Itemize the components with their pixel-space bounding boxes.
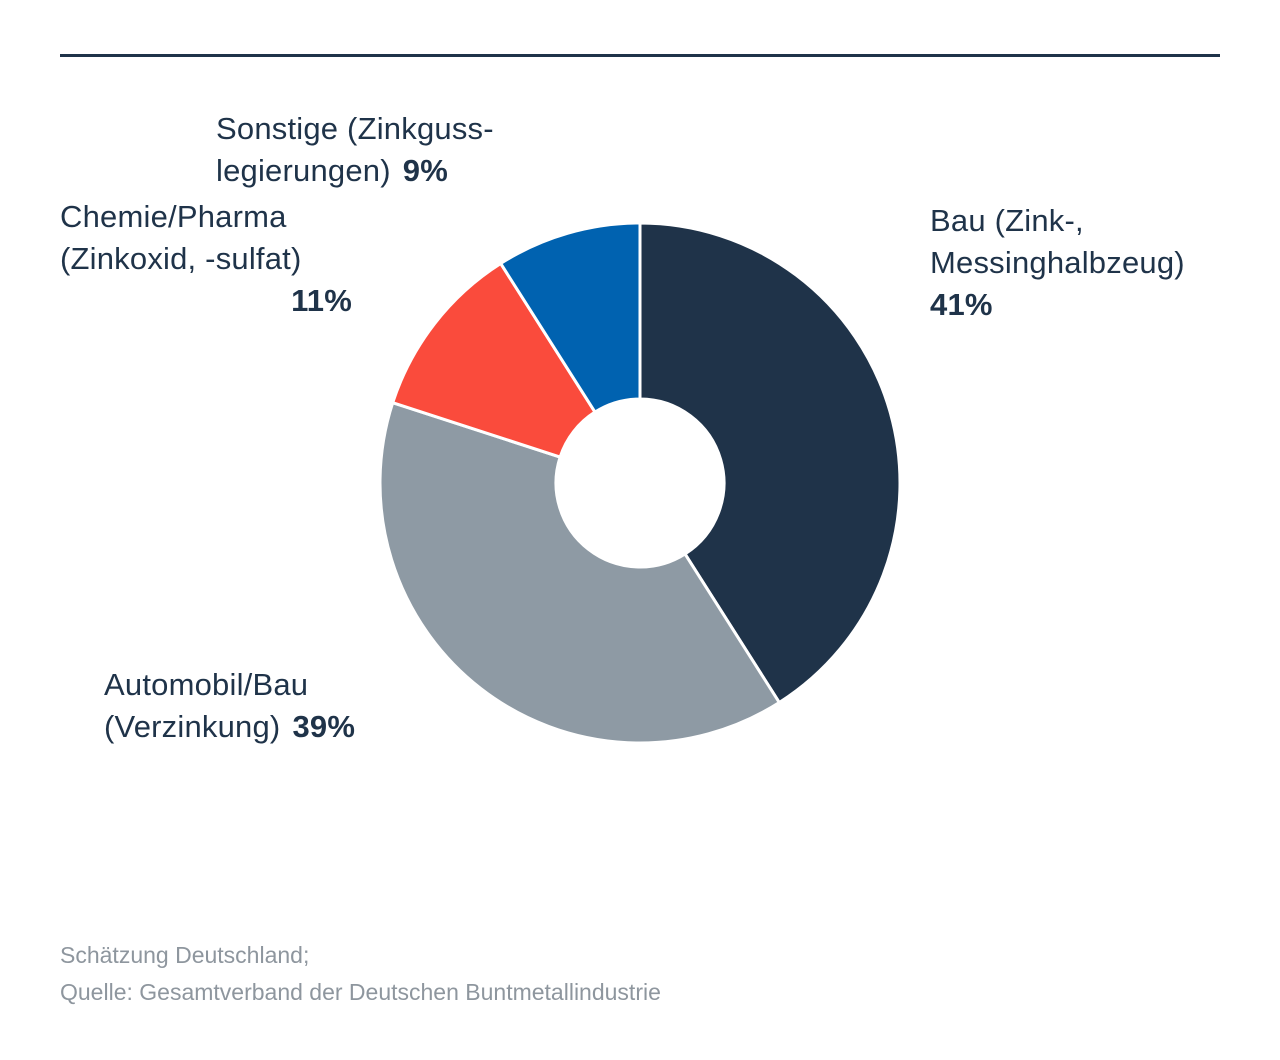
label-chemie-value: 11% [291, 283, 352, 318]
label-automobil: Automobil/Bau (Verzinkung) 39% [104, 664, 355, 748]
slice-sonstige [499, 221, 642, 414]
label-automobil-value: 39% [292, 709, 356, 744]
label-bau-value: 41% [930, 287, 993, 322]
label-sonstige-line1: Sonstige (Zinkguss- [216, 111, 494, 146]
source-line-2: Quelle: Gesamtverband der Deutschen Bunt… [60, 979, 661, 1005]
label-sonstige-line2: legierungen) [216, 153, 391, 188]
label-chemie-line1: Chemie/Pharma [60, 199, 287, 234]
label-automobil-line2: (Verzinkung) [104, 709, 281, 744]
label-bau-line1: Bau (Zink-, [930, 203, 1084, 238]
label-chemie: Chemie/Pharma (Zinkoxid, -sulfat) 11% [60, 196, 352, 322]
source-line-1: Schätzung Deutschland; [60, 942, 310, 968]
top-rule [60, 54, 1220, 57]
slice-chemie [391, 261, 597, 459]
label-bau: Bau (Zink-, Messinghalbzeug) 41% [930, 200, 1185, 326]
source-note: Schätzung Deutschland; Quelle: Gesamtver… [60, 937, 661, 1011]
label-chemie-line2: (Zinkoxid, -sulfat) [60, 241, 302, 276]
slice-automobil [378, 401, 781, 745]
donut-slices [378, 221, 902, 745]
label-automobil-line1: Automobil/Bau [104, 667, 309, 702]
label-sonstige-value: 9% [402, 153, 448, 188]
label-sonstige: Sonstige (Zinkguss- legierungen) 9% [216, 108, 494, 192]
label-bau-line2: Messinghalbzeug) [930, 245, 1185, 280]
